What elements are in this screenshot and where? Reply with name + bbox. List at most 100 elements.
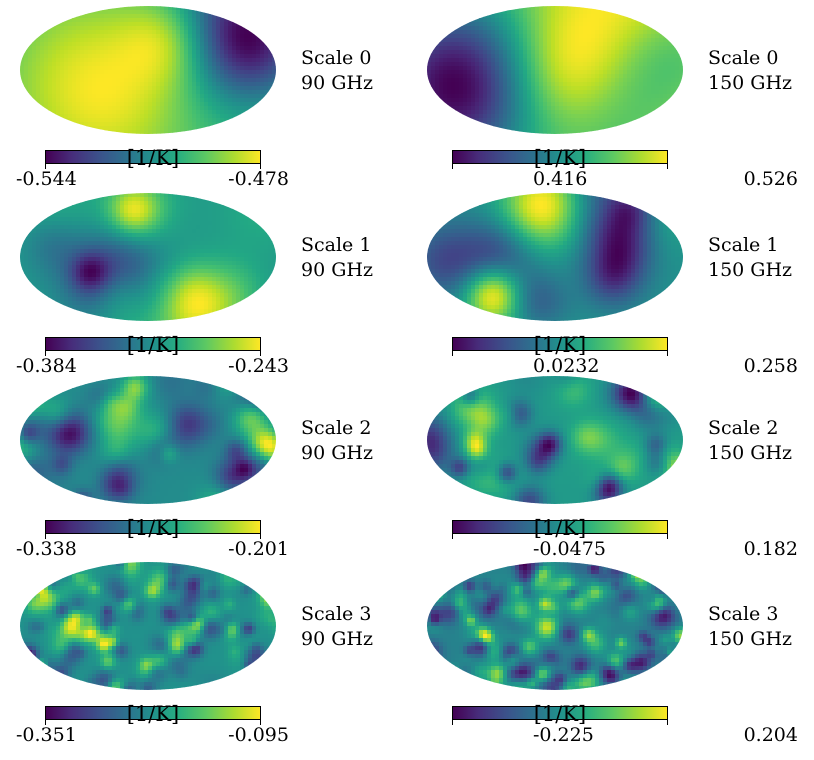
map-pixel [208,197,213,202]
map-pixel [471,10,476,15]
map-pixel [495,26,500,31]
map-pixel [80,6,85,11]
map-pixel [240,78,245,83]
map-pixel [36,221,41,226]
map-pixel [60,18,65,23]
map-pixel [479,82,484,87]
map-pixel [72,118,77,123]
map-pixel [72,78,77,83]
map-pixel [64,229,69,234]
map-pixel [92,26,97,31]
map-pixel [140,78,145,83]
map-pixel [679,98,683,103]
map-pixel [264,30,269,35]
map-pixel [268,106,273,111]
map-pixel [36,237,41,242]
map-pixel [156,205,161,210]
map-pixel [68,225,73,230]
map-pixel [471,26,476,31]
map-pixel [68,118,73,123]
map-pixel [499,98,504,103]
map-pixel [156,46,161,51]
map-pixel [144,209,149,214]
map-pixel [168,50,173,55]
map-pixel [60,233,65,238]
map-pixel [487,122,492,127]
map-pixel [563,46,568,51]
map-pixel [76,118,81,123]
map-pixel [36,74,41,79]
map-pixel [655,94,660,99]
map-pixel [192,126,197,131]
map-pixel [615,86,620,91]
map-pixel [128,197,133,202]
map-pixel [156,50,161,55]
map-pixel [571,38,576,43]
map-pixel [80,90,85,95]
map-pixel [615,50,620,55]
map-pixel [591,62,596,67]
map-pixel [52,6,57,11]
map-pixel [599,66,604,71]
map-pixel [248,114,253,119]
map-pixel [36,118,41,123]
map-pixel [459,70,464,75]
map-pixel [667,34,672,39]
map-pixel [563,82,568,87]
map-pixel [244,94,249,99]
map-pixel [511,90,516,95]
map-pixel [475,42,480,47]
map-pixel [272,229,276,234]
map-pixel [507,82,512,87]
map-pixel [607,50,612,55]
map-pixel [264,102,269,107]
map-pixel [188,237,193,242]
map-pixel [148,38,153,43]
map-pixel [64,86,69,91]
map-pixel [643,86,648,91]
map-pixel [268,209,273,214]
map-pixel [120,114,125,119]
map-pixel [56,106,61,111]
map-pixel [591,110,596,115]
map-pixel [88,201,93,206]
map-pixel [563,122,568,127]
map-pixel [571,118,576,123]
map-pixel [611,18,616,23]
map-pixel [148,102,153,107]
map-pixel [208,221,213,226]
map-pixel [260,50,265,55]
map-pixel [427,82,432,87]
map-pixel [671,62,676,67]
map-pixel [132,237,137,242]
map-pixel [599,114,604,119]
map-pixel [671,94,676,99]
map-pixel [224,74,229,79]
map-pixel [44,42,49,47]
map-pixel [583,54,588,59]
map-pixel [160,241,165,246]
map-pixel [543,110,548,115]
map-pixel [583,94,588,99]
map-pixel [495,114,500,119]
map-pixel [583,110,588,115]
map-pixel [459,98,464,103]
map-pixel [248,82,253,87]
map-pixel [212,74,217,79]
map-pixel [527,66,532,71]
map-pixel [24,130,29,134]
map-pixel [491,102,496,107]
map-pixel [431,86,436,91]
map-pixel [635,86,640,91]
map-pixel [272,54,276,59]
map-pixel [24,221,29,226]
map-pixel [24,94,29,99]
map-pixel [36,54,41,59]
map-pixel [44,38,49,43]
map-pixel [236,6,241,11]
map-pixel [176,241,181,246]
map-pixel [128,30,133,35]
map-pixel [116,30,121,35]
map-pixel [451,42,456,47]
map-pixel [152,94,157,99]
